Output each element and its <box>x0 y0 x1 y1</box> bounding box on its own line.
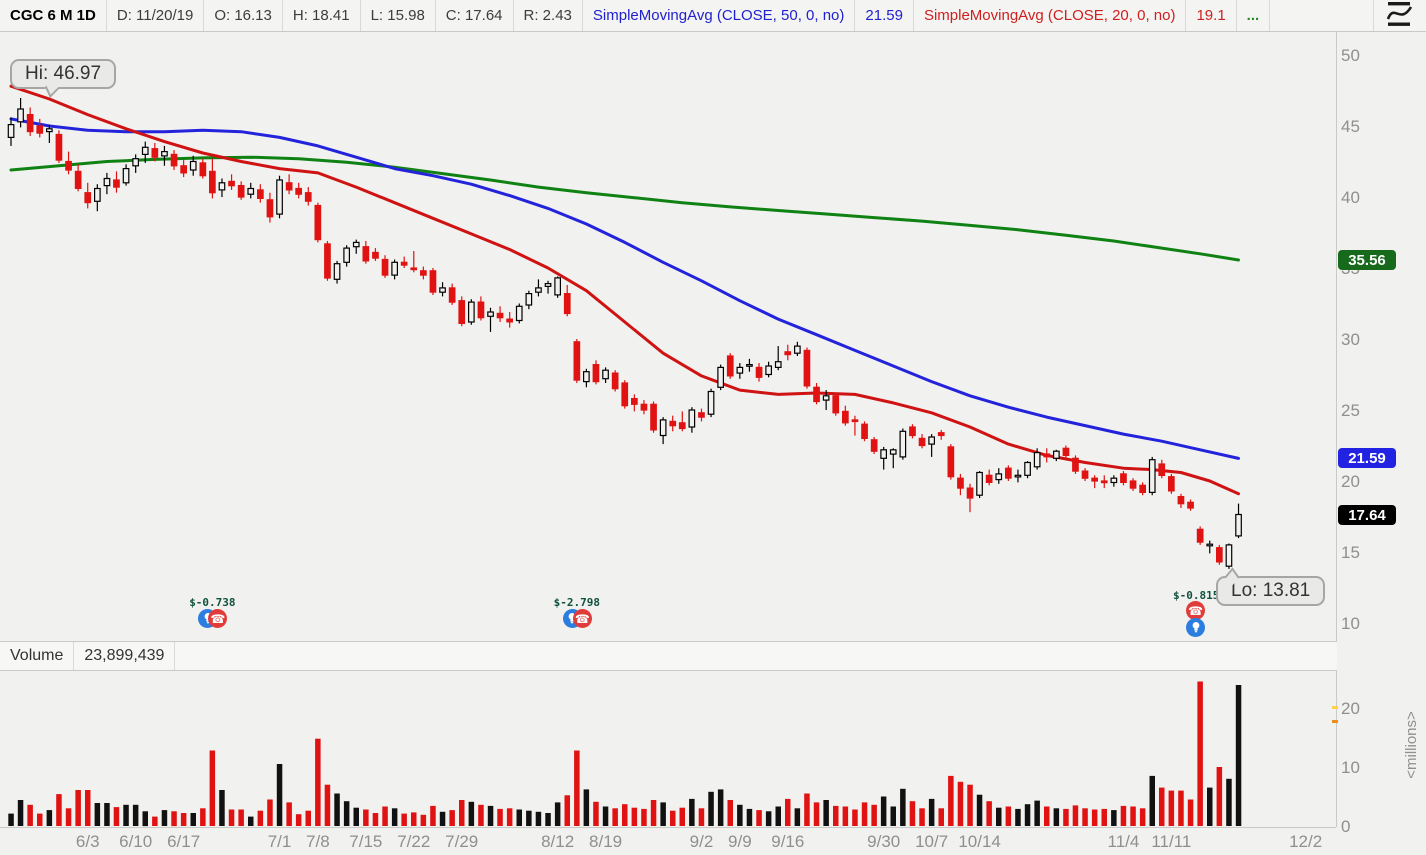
candles-layer <box>7 98 1242 569</box>
svg-text:12/2: 12/2 <box>1289 832 1322 851</box>
svg-text:7/15: 7/15 <box>349 832 382 851</box>
svg-text:9/2: 9/2 <box>690 832 714 851</box>
chart-toolbar: CGC 6 M 1D D: 11/20/19 O: 16.13 H: 18.41… <box>0 0 1426 32</box>
svg-text:7/8: 7/8 <box>306 832 330 851</box>
indicator-sma50-value: 21.59 <box>855 0 914 31</box>
axis-badge-17.64: 17.64 <box>1338 505 1396 525</box>
indicator-sma50-label[interactable]: SimpleMovingAvg (CLOSE, 50, 0, no) <box>583 0 856 31</box>
svg-text:10/14: 10/14 <box>958 832 1001 851</box>
earnings-call-icon[interactable]: ☎ <box>208 609 228 628</box>
svg-text:25: 25 <box>1341 401 1360 420</box>
axis-badge-35.56: 35.56 <box>1338 250 1396 270</box>
svg-text:9/9: 9/9 <box>728 832 752 851</box>
earnings-amount-label: $-2.798 <box>553 596 600 609</box>
indicator-tool-button[interactable] <box>1374 0 1426 31</box>
svg-text:15: 15 <box>1341 543 1360 562</box>
volume-current-value: 23,899,439 <box>74 642 176 670</box>
earnings-marker[interactable]: $-2.798 ☎ <box>539 596 615 632</box>
svg-text:20: 20 <box>1341 699 1360 718</box>
svg-text:6/10: 6/10 <box>119 832 152 851</box>
svg-text:10: 10 <box>1341 614 1360 633</box>
pane-borders <box>0 32 1338 828</box>
svg-text:11/4: 11/4 <box>1108 832 1140 851</box>
svg-text:7/1: 7/1 <box>268 832 292 851</box>
svg-text:45: 45 <box>1341 117 1360 136</box>
svg-text:0: 0 <box>1341 817 1350 836</box>
event-bulb-icon[interactable] <box>1186 618 1206 637</box>
readout-close: C: 17.64 <box>436 0 514 31</box>
readout-low: L: 15.98 <box>361 0 436 31</box>
earnings-marker[interactable]: $-0.815 ☎ <box>1158 589 1234 637</box>
svg-text:10/7: 10/7 <box>915 832 948 851</box>
svg-text:9/16: 9/16 <box>771 832 804 851</box>
volume-axis: 20 10 0 <millions> <box>1341 699 1420 836</box>
readout-open: O: 16.13 <box>204 0 283 31</box>
sma20-line <box>9 84 1240 496</box>
volume-axis-marker <box>1332 706 1338 709</box>
svg-text:8/12: 8/12 <box>541 832 574 851</box>
high-annotation: Hi: 46.97 <box>10 59 117 89</box>
low-annotation: Lo: 13.81 <box>1216 576 1326 606</box>
volume-pane-title[interactable]: Volume <box>0 642 75 670</box>
svg-text:30: 30 <box>1341 330 1360 349</box>
volume-bars-layer <box>8 681 1242 827</box>
earnings-amount-label: $-0.738 <box>189 596 236 609</box>
earnings-amount-label: $-0.815 <box>1172 589 1220 602</box>
svg-text:10: 10 <box>1341 758 1360 777</box>
svg-text:6/3: 6/3 <box>76 832 100 851</box>
svg-text:6/17: 6/17 <box>167 832 200 851</box>
indicator-sma20-label[interactable]: SimpleMovingAvg (CLOSE, 20, 0, no) <box>914 0 1187 31</box>
earnings-call-icon[interactable]: ☎ <box>572 609 592 628</box>
x-axis: 6/3 6/10 6/17 7/1 7/8 7/15 7/22 7/29 8/12 8/19 9/2… <box>76 832 1322 851</box>
toolbar-spacer <box>1270 0 1374 31</box>
earnings-call-icon[interactable]: ☎ <box>1186 601 1206 620</box>
sma200-line <box>9 155 1240 262</box>
svg-text:40: 40 <box>1341 188 1360 207</box>
svg-text:8/19: 8/19 <box>589 832 622 851</box>
indicator-sma20-value: 19.1 <box>1186 0 1237 31</box>
svg-text:11/11: 11/11 <box>1151 832 1191 851</box>
volume-axis-marker <box>1332 720 1338 723</box>
readout-high: H: 18.41 <box>283 0 361 31</box>
svg-text:9/30: 9/30 <box>867 832 900 851</box>
svg-text:7/22: 7/22 <box>397 832 430 851</box>
axis-badge-21.59: 21.59 <box>1338 448 1396 468</box>
symbol-timeframe[interactable]: CGC 6 M 1D <box>0 0 107 31</box>
volume-pane-header: Volume 23,899,439 <box>0 641 1337 671</box>
svg-text:7/29: 7/29 <box>445 832 478 851</box>
price-axis: 504540353025201510 <box>1341 46 1360 633</box>
more-indicators-button[interactable]: ... <box>1237 0 1271 31</box>
earnings-marker[interactable]: $-0.738 ☎ <box>174 596 250 632</box>
readout-range: R: 2.43 <box>514 0 583 31</box>
svg-text:20: 20 <box>1341 472 1360 491</box>
indicator-curve-icon <box>1385 1 1415 30</box>
readout-date: D: 11/20/19 <box>107 0 205 31</box>
svg-text:50: 50 <box>1341 46 1360 65</box>
sma50-line <box>9 117 1240 460</box>
volume-unit-label: <millions> <box>1403 711 1420 779</box>
